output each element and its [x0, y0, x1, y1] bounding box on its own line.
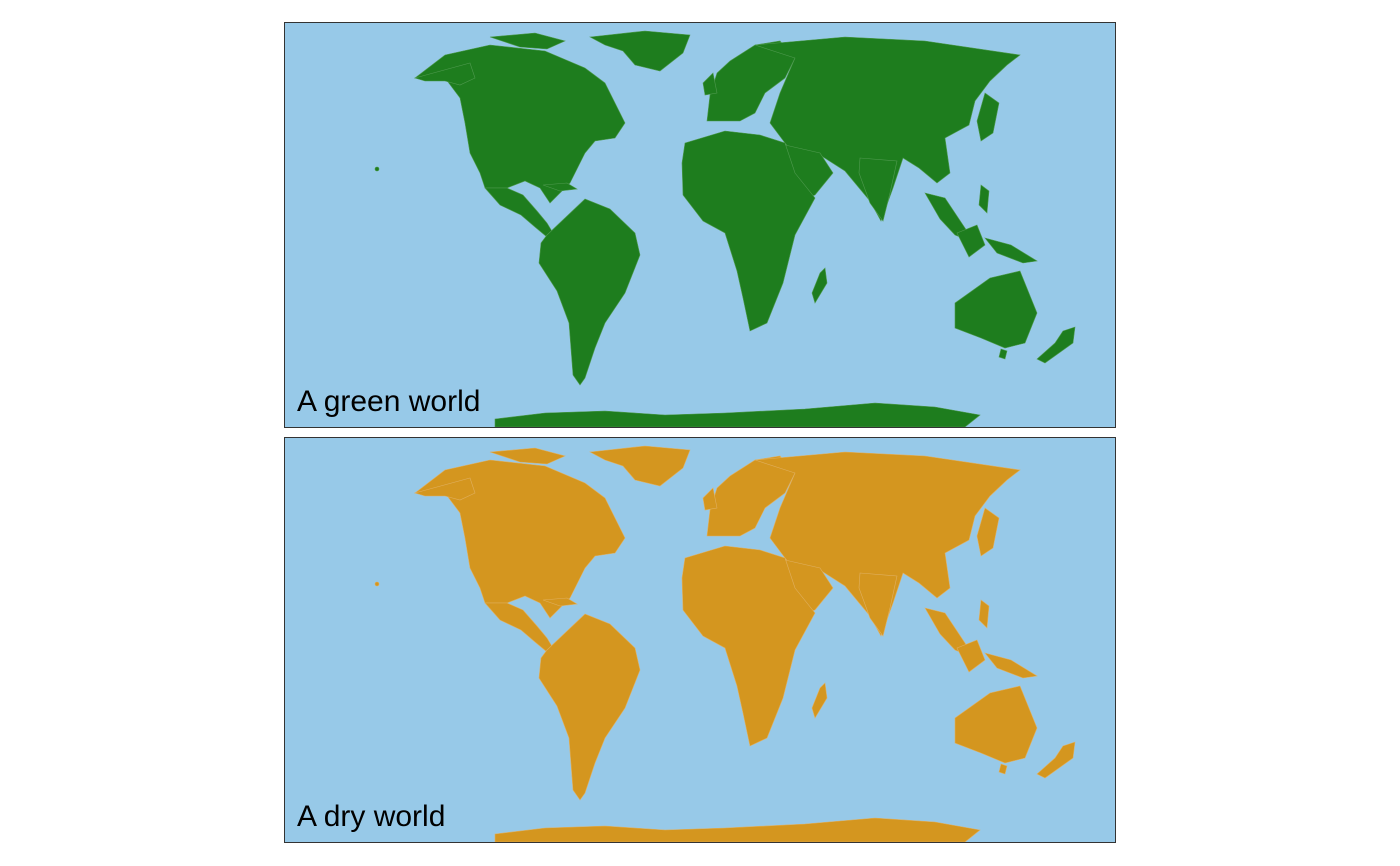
map-title-dry: A dry world [297, 800, 446, 833]
ocean-dry [285, 438, 1115, 842]
ocean-green [285, 23, 1115, 427]
map-panel-dry: A dry world [284, 437, 1116, 843]
world-map-dry [285, 438, 1115, 842]
map-title-green: A green world [297, 385, 481, 418]
world-map-green [285, 23, 1115, 427]
map-panel-green: A green world [284, 22, 1116, 428]
